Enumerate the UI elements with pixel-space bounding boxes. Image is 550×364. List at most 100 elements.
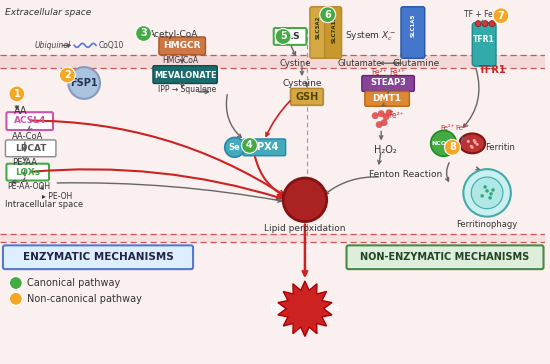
Text: AA: AA	[14, 106, 28, 116]
Ellipse shape	[459, 134, 485, 153]
Text: Ferritin: Ferritin	[485, 143, 515, 152]
Text: L-ROS: L-ROS	[286, 195, 324, 205]
Circle shape	[386, 109, 393, 116]
Text: AA-CoA: AA-CoA	[12, 132, 43, 142]
Text: Fe³⁺: Fe³⁺	[389, 68, 405, 77]
Text: 8: 8	[449, 142, 456, 153]
Circle shape	[493, 8, 509, 24]
Circle shape	[283, 178, 327, 222]
FancyBboxPatch shape	[7, 112, 53, 130]
Text: Canonical pathway: Canonical pathway	[27, 278, 120, 288]
FancyBboxPatch shape	[274, 28, 306, 45]
Text: 2: 2	[64, 70, 71, 80]
FancyBboxPatch shape	[472, 23, 496, 66]
FancyBboxPatch shape	[6, 140, 56, 157]
Text: 1: 1	[13, 89, 20, 99]
Text: ▸ PE-OH: ▸ PE-OH	[42, 192, 72, 201]
Circle shape	[59, 67, 75, 83]
Circle shape	[431, 131, 456, 156]
Text: TFR1: TFR1	[479, 65, 507, 75]
Circle shape	[476, 143, 478, 146]
Circle shape	[381, 119, 388, 126]
Circle shape	[225, 138, 245, 157]
Circle shape	[463, 169, 511, 217]
FancyBboxPatch shape	[3, 245, 193, 269]
Circle shape	[473, 139, 476, 142]
Circle shape	[467, 140, 470, 143]
Text: 6: 6	[324, 10, 331, 20]
Circle shape	[383, 113, 389, 120]
Circle shape	[444, 139, 460, 155]
Text: Fe²⁺: Fe²⁺	[388, 111, 404, 120]
Text: Intracellular space: Intracellular space	[5, 200, 83, 209]
Text: ENZYMATIC MECHANISMS: ENZYMATIC MECHANISMS	[23, 252, 173, 262]
Text: Fenton Reaction: Fenton Reaction	[369, 170, 443, 179]
FancyBboxPatch shape	[365, 91, 409, 106]
FancyBboxPatch shape	[159, 37, 206, 55]
Text: Fe²⁺: Fe²⁺	[371, 68, 387, 77]
FancyBboxPatch shape	[362, 76, 414, 91]
Text: Glutamate: Glutamate	[337, 59, 382, 68]
Text: IPP → Squalene: IPP → Squalene	[158, 85, 217, 94]
FancyBboxPatch shape	[346, 245, 543, 269]
Circle shape	[376, 121, 383, 128]
Text: Ferritinophagy: Ferritinophagy	[456, 219, 518, 229]
Text: 5: 5	[280, 31, 287, 41]
Circle shape	[241, 138, 257, 153]
Text: GSH: GSH	[295, 92, 318, 102]
Circle shape	[320, 7, 335, 23]
Text: NCOA4: NCOA4	[431, 141, 455, 146]
Circle shape	[471, 146, 474, 149]
Text: Se: Se	[229, 143, 240, 152]
Text: FSP1: FSP1	[70, 78, 98, 88]
Circle shape	[480, 194, 484, 198]
Text: Cystine: Cystine	[279, 59, 311, 68]
Circle shape	[9, 292, 23, 305]
Text: H₂O₂: H₂O₂	[374, 145, 397, 155]
Text: Lipid peroxidation: Lipid peroxidation	[264, 223, 346, 233]
FancyBboxPatch shape	[7, 164, 49, 181]
Text: GPX4: GPX4	[250, 142, 279, 153]
Bar	[0, 55, 544, 68]
Text: FERROPTOSIS: FERROPTOSIS	[270, 304, 340, 313]
Circle shape	[470, 145, 473, 148]
Circle shape	[136, 25, 151, 41]
Circle shape	[475, 21, 481, 27]
Circle shape	[485, 189, 489, 193]
Circle shape	[275, 28, 291, 44]
Circle shape	[488, 196, 492, 199]
Text: PE-AA: PE-AA	[12, 158, 37, 167]
Text: Extracellular space: Extracellular space	[5, 8, 91, 17]
Text: STEAP3: STEAP3	[370, 79, 406, 87]
Text: Acetyl-CoA: Acetyl-CoA	[148, 29, 198, 39]
Text: Glutamine: Glutamine	[392, 59, 439, 68]
FancyBboxPatch shape	[243, 139, 285, 156]
FancyBboxPatch shape	[310, 7, 327, 58]
Text: Non-canonical pathway: Non-canonical pathway	[27, 294, 141, 304]
Text: TF + Fe²⁺: TF + Fe²⁺	[464, 10, 500, 19]
Circle shape	[68, 67, 100, 99]
Text: Fe³⁺: Fe³⁺	[455, 124, 470, 131]
Circle shape	[489, 21, 495, 27]
Text: TFR1: TFR1	[473, 35, 495, 44]
Circle shape	[490, 192, 493, 196]
Circle shape	[471, 177, 503, 209]
Text: CoQ10: CoQ10	[99, 41, 124, 51]
Text: 3: 3	[140, 28, 147, 39]
FancyBboxPatch shape	[324, 7, 342, 58]
Text: Ubiquinol: Ubiquinol	[35, 41, 71, 51]
FancyBboxPatch shape	[153, 66, 217, 83]
Text: GLS: GLS	[280, 32, 300, 41]
Text: System $X_c^-$: System $X_c^-$	[344, 29, 395, 43]
Circle shape	[372, 112, 379, 119]
Text: SLC7A11: SLC7A11	[331, 16, 336, 43]
Text: NON-ENZYMATIC MECHANISMS: NON-ENZYMATIC MECHANISMS	[360, 252, 529, 262]
FancyBboxPatch shape	[401, 7, 425, 58]
Circle shape	[9, 86, 25, 102]
Text: 7: 7	[498, 11, 504, 21]
Text: Fe²⁺: Fe²⁺	[441, 124, 455, 131]
Text: SLC3A2: SLC3A2	[315, 16, 320, 39]
Text: HMGCR: HMGCR	[163, 41, 201, 50]
Polygon shape	[278, 281, 332, 336]
Bar	[0, 234, 544, 242]
